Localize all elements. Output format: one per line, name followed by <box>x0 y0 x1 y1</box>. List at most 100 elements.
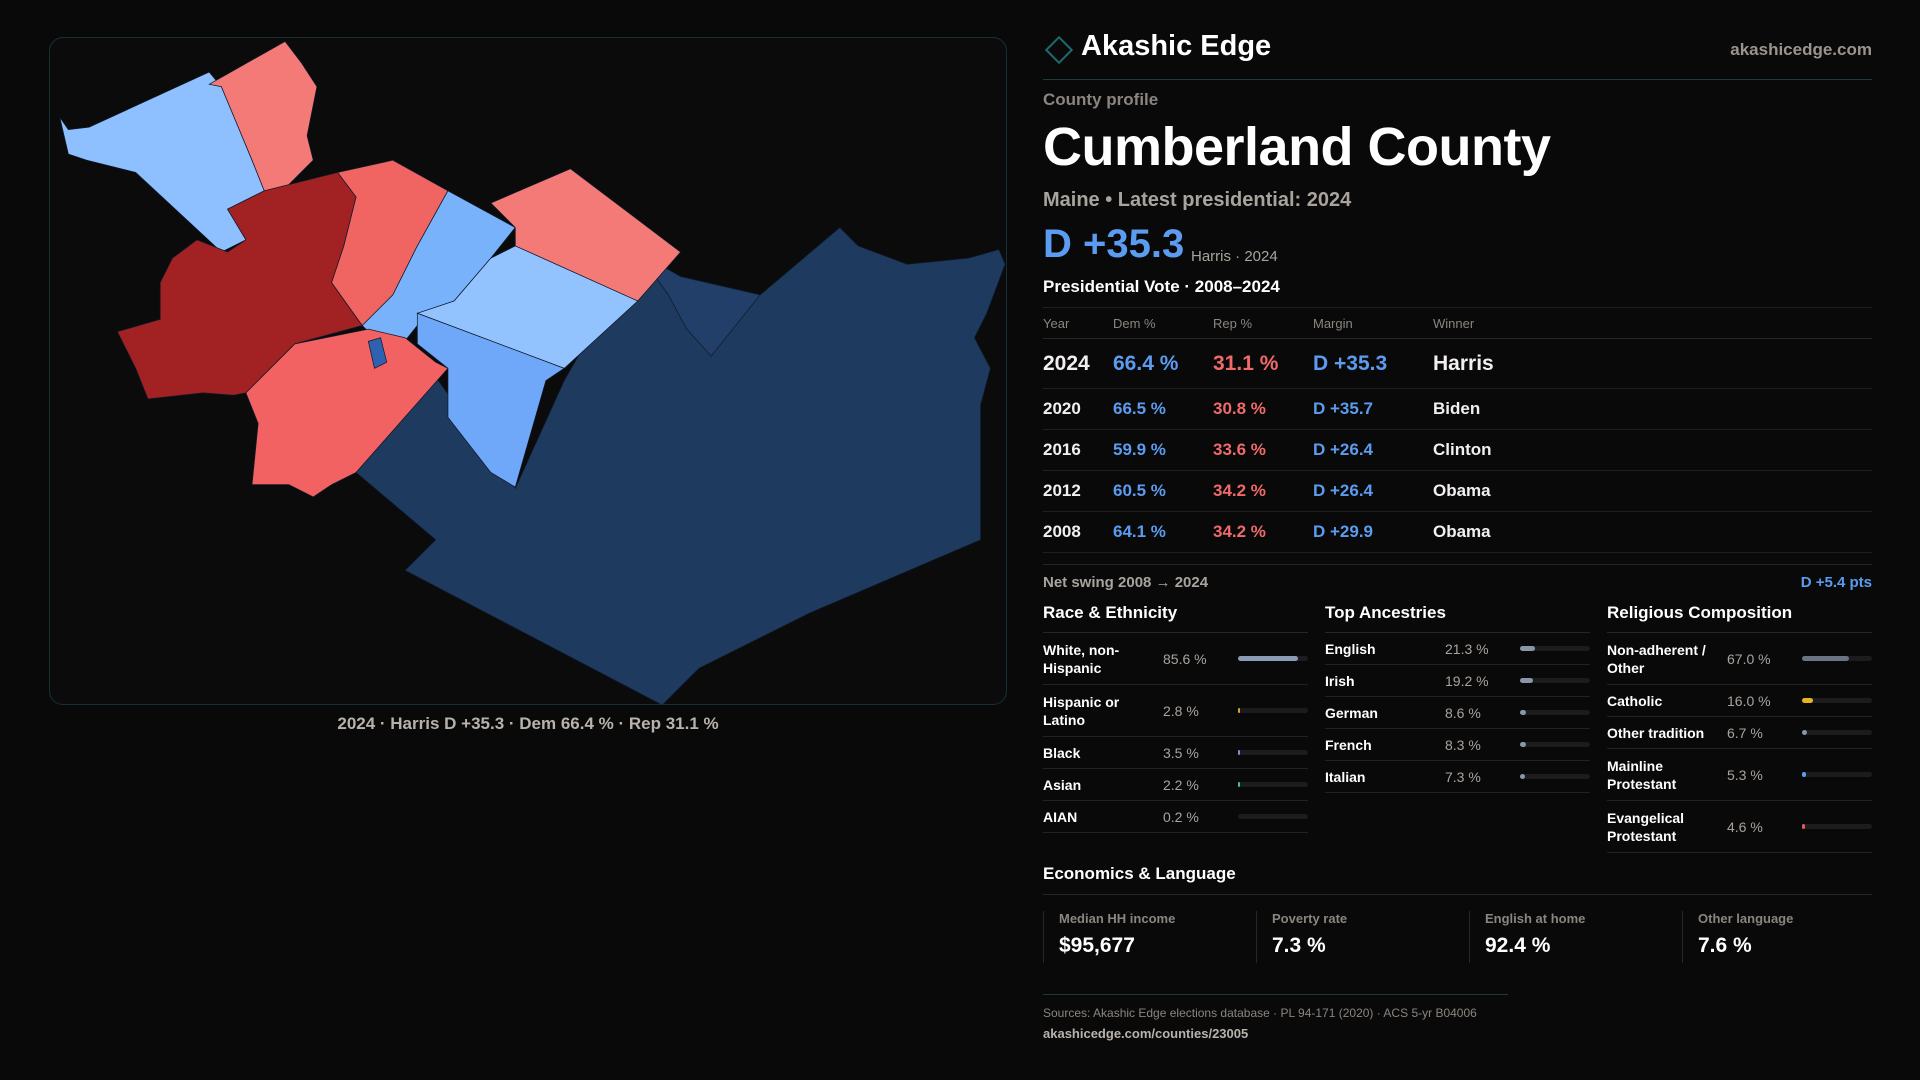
bar-track <box>1802 824 1872 829</box>
row-label: French <box>1325 736 1372 753</box>
cell-year: 2016 <box>1043 429 1113 471</box>
row-label: Other tradition <box>1607 724 1705 741</box>
row-label: Irish <box>1325 672 1355 689</box>
brand[interactable]: Akashic Edge <box>1043 30 1271 64</box>
row-percent: 5.3 % <box>1727 766 1763 783</box>
cell-winner: Clinton <box>1433 429 1872 471</box>
stat-card-other-language: Other language 7.6 % <box>1682 911 1895 963</box>
cell-margin: D +29.9 <box>1313 511 1433 553</box>
map-region[interactable] <box>637 251 761 357</box>
row-percent: 8.3 % <box>1445 736 1481 753</box>
col-year: Year <box>1043 307 1113 339</box>
row-percent: 6.7 % <box>1727 724 1763 741</box>
col-dem: Dem % <box>1113 307 1213 339</box>
headline-margin-sub: Harris · 2024 <box>1191 248 1278 265</box>
cell-winner: Obama <box>1433 470 1872 512</box>
bar-fill <box>1238 750 1241 755</box>
vote-title: Presidential Vote · 2008–2024 <box>1043 277 1280 296</box>
cell-year: 2008 <box>1043 511 1113 553</box>
religion-row: Catholic 16.0 % <box>1607 685 1872 717</box>
race-row: Black 3.5 % <box>1043 737 1308 769</box>
map-region[interactable] <box>245 328 449 498</box>
map-svg <box>59 40 1006 704</box>
county-url[interactable]: akashicedge.com/counties/23005 <box>1043 1026 1249 1041</box>
bar-fill <box>1802 824 1806 829</box>
bar-track <box>1802 698 1872 703</box>
race-row: AIAN 0.2 % <box>1043 801 1308 833</box>
race-title: Race & Ethnicity <box>1043 601 1308 633</box>
bar-track <box>1238 814 1308 819</box>
vote-row: 2008 64.1 % 34.2 % D +29.9 Obama <box>1043 511 1872 553</box>
map-region[interactable] <box>208 40 318 192</box>
map-region[interactable] <box>367 337 388 369</box>
cell-winner: Harris <box>1433 338 1872 389</box>
col-rep: Rep % <box>1213 307 1313 339</box>
ancestry-row: French 8.3 % <box>1325 729 1590 761</box>
stat-value: $95,677 <box>1059 934 1135 957</box>
bar-fill <box>1520 646 1535 651</box>
stat-card-poverty: Poverty rate 7.3 % <box>1256 911 1469 963</box>
bar-fill <box>1802 698 1814 703</box>
cell-rep: 33.6 % <box>1213 429 1313 471</box>
stat-value: 92.4 % <box>1485 934 1551 957</box>
row-label: Mainline Protestant <box>1607 757 1677 792</box>
religion-row: Non-adherent / Other 67.0 % <box>1607 633 1872 685</box>
divider <box>1043 894 1872 895</box>
cell-rep: 34.2 % <box>1213 470 1313 512</box>
bar-fill <box>1238 656 1298 661</box>
bar-track <box>1802 656 1872 661</box>
bar-fill <box>1802 730 1807 735</box>
row-label: Evangelical Protestant <box>1607 809 1685 844</box>
col-winner: Winner <box>1433 307 1872 339</box>
county-map[interactable] <box>49 37 1007 705</box>
cell-rep: 31.1 % <box>1213 338 1313 389</box>
ancestry-row: Italian 7.3 % <box>1325 761 1590 793</box>
bar-track <box>1520 646 1590 651</box>
map-region[interactable] <box>416 312 566 488</box>
kicker: County profile <box>1043 90 1159 109</box>
map-caption: 2024 · Harris D +35.3 · Dem 66.4 % · Rep… <box>337 714 719 733</box>
page-title: Cumberland County <box>1043 117 1551 177</box>
cell-rep: 30.8 % <box>1213 388 1313 430</box>
religion-row: Other tradition 6.7 % <box>1607 717 1872 749</box>
row-percent: 2.8 % <box>1163 702 1199 719</box>
cell-dem: 66.5 % <box>1113 388 1213 430</box>
bar-fill <box>1802 772 1806 777</box>
swing-value: D +5.4 pts <box>1800 574 1872 591</box>
bar-track <box>1802 730 1872 735</box>
religion-title: Religious Composition <box>1607 601 1872 633</box>
bar-track <box>1238 708 1308 713</box>
row-percent: 3.5 % <box>1163 744 1199 761</box>
vote-row: 2024 66.4 % 31.1 % D +35.3 Harris <box>1043 338 1872 389</box>
cell-margin: D +35.3 <box>1313 338 1433 389</box>
bar-track <box>1238 750 1308 755</box>
bar-fill <box>1520 774 1526 779</box>
ancestry-section: Top Ancestries English 21.3 % Irish 19.2 % G… <box>1325 601 1590 793</box>
cell-winner: Obama <box>1433 511 1872 553</box>
ancestry-row: Irish 19.2 % <box>1325 665 1590 697</box>
cell-margin: D +26.4 <box>1313 429 1433 471</box>
religion-row: Mainline Protestant 5.3 % <box>1607 749 1872 801</box>
sources: Sources: Akashic Edge elections database… <box>1043 1006 1477 1020</box>
stat-label: Poverty rate <box>1272 911 1348 926</box>
vote-row: 2016 59.9 % 33.6 % D +26.4 Clinton <box>1043 429 1872 471</box>
bar-track <box>1520 678 1590 683</box>
ancestry-row: English 21.3 % <box>1325 633 1590 665</box>
row-label: White, non-Hispanic <box>1043 641 1120 676</box>
bar-track <box>1238 656 1308 661</box>
stat-card-income: Median HH income $95,677 <box>1043 911 1256 963</box>
site-link[interactable]: akashicedge.com <box>1730 40 1872 59</box>
subtitle: Maine • Latest presidential: 2024 <box>1043 189 1352 211</box>
net-swing: Net swing 2008 → 2024 D +5.4 pts <box>1043 564 1872 591</box>
vote-table: Year Dem % Rep % Margin Winner 2024 66.4 … <box>1043 307 1872 553</box>
row-percent: 67.0 % <box>1727 650 1771 667</box>
race-section: Race & Ethnicity White, non-Hispanic 85.6… <box>1043 601 1308 833</box>
row-label: Asian <box>1043 776 1082 793</box>
col-margin: Margin <box>1313 307 1433 339</box>
religion-row: Evangelical Protestant 4.6 % <box>1607 801 1872 853</box>
cell-margin: D +26.4 <box>1313 470 1433 512</box>
bar-fill <box>1238 782 1240 787</box>
row-percent: 16.0 % <box>1727 692 1771 709</box>
row-percent: 85.6 % <box>1163 650 1207 667</box>
row-percent: 19.2 % <box>1445 672 1489 689</box>
